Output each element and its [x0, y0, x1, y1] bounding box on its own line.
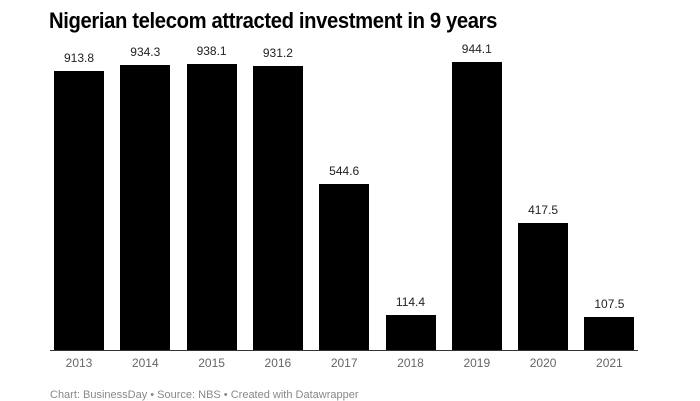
bar-2021 [584, 317, 635, 350]
x-tick-label-2016: 2016 [264, 356, 292, 370]
bar-2015 [186, 63, 237, 350]
bar-2018 [385, 315, 436, 350]
value-label-2016: 931.2 [262, 45, 293, 60]
value-label-2013: 913.8 [63, 51, 95, 66]
x-tick-label-2013: 2013 [65, 356, 93, 370]
bar-2017 [319, 183, 370, 350]
value-label-2019: 944.1 [461, 42, 492, 57]
x-axis-line [50, 350, 638, 351]
bar-2013 [54, 71, 104, 350]
value-label-2014: 934.3 [130, 45, 161, 60]
chart-footer: Chart: BusinessDay • Source: NBS • Creat… [50, 389, 359, 401]
x-tick-label-2020: 2020 [529, 356, 557, 370]
x-tick-label-2021: 2021 [596, 356, 623, 370]
value-label-2015: 938.1 [196, 43, 227, 58]
value-label-2018: 114.4 [395, 295, 426, 310]
bar-2016 [252, 65, 303, 350]
value-label-2017: 544.6 [329, 163, 360, 178]
value-label-2020: 417.5 [528, 202, 559, 217]
x-tick-label-2014: 2014 [131, 356, 159, 370]
x-tick-label-2019: 2019 [463, 356, 491, 370]
chart-title: Nigerian telecom attracted investment in… [49, 8, 498, 33]
value-label-2021: 107.5 [594, 297, 625, 312]
x-tick-label-2017: 2017 [330, 356, 358, 370]
bar-2019 [451, 62, 502, 350]
x-tick-label-2018: 2018 [397, 356, 424, 370]
bar-2014 [120, 65, 171, 350]
x-tick-label-2015: 2015 [198, 356, 225, 370]
bar-2020 [518, 222, 569, 350]
